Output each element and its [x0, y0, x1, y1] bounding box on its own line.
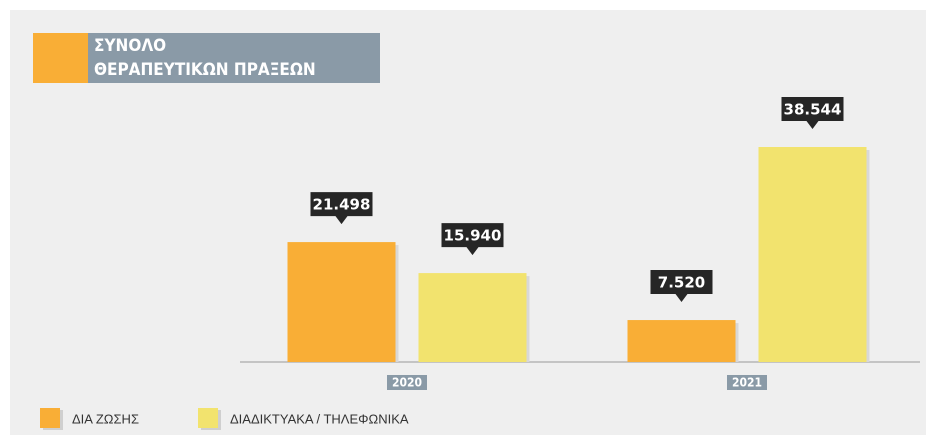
legend-label: ΔΙΑΔΙΚΤΥΑΚΑ / ΤΗΛΕΦΩΝΙΚΑ: [230, 411, 409, 426]
bar: [758, 147, 867, 362]
chart-title: ΣΥΝΟΛΟ: [94, 36, 166, 56]
legend-swatch: [198, 408, 218, 428]
x-tick-label: 2020: [392, 376, 422, 390]
value-label-box: [650, 270, 713, 303]
legend-label: ΔΙΑ ΖΩΣΗΣ: [72, 411, 139, 426]
category-box: [727, 375, 767, 390]
x-tick-label: 2021: [732, 376, 762, 390]
category-box: [387, 375, 427, 390]
chart-title: ΘΕΡΑΠΕΥΤΙΚΩΝ ΠΡΑΞΕΩΝ: [94, 60, 316, 80]
value-label: 15.940: [444, 227, 502, 245]
legend-swatch: [40, 408, 60, 428]
bar: [418, 273, 527, 362]
value-label-box: [781, 97, 844, 129]
value-label-box: [310, 192, 373, 225]
value-label-box: [441, 223, 504, 256]
value-label: 7.520: [658, 274, 705, 292]
title-square: [33, 33, 88, 83]
bar: [287, 242, 396, 362]
bar: [627, 320, 736, 362]
value-label: 21.498: [313, 196, 371, 214]
title-band: [88, 33, 380, 83]
value-label: 38.544: [784, 101, 842, 119]
